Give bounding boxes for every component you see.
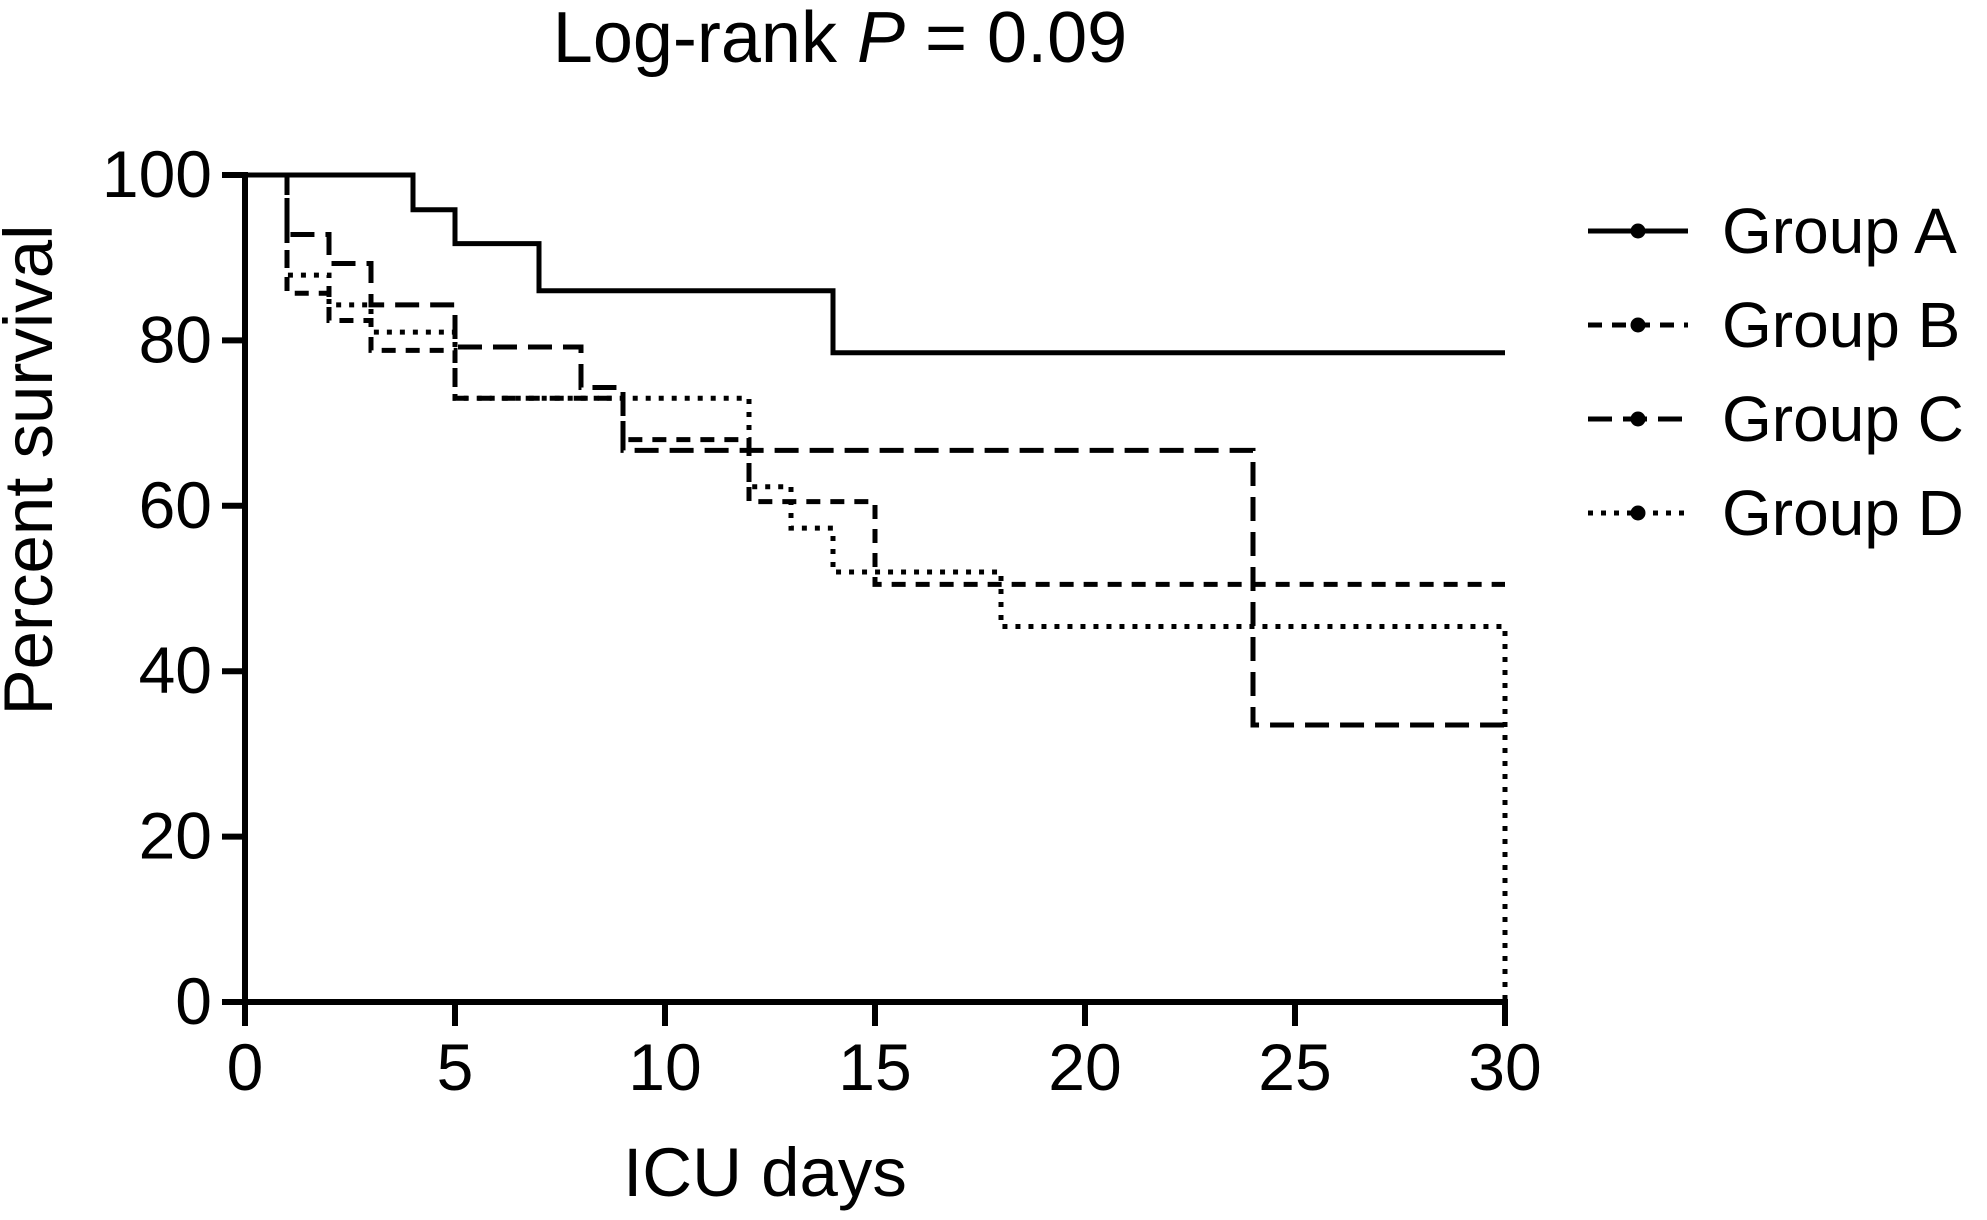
x-tick-label: 10 [628, 1030, 701, 1104]
y-tick-label: 60 [139, 468, 212, 542]
curve-group-b [245, 172, 1505, 587]
legend-key-marker-dot [1630, 505, 1646, 521]
legend-label: Group D [1722, 477, 1964, 549]
legend-label: Group B [1722, 289, 1960, 361]
legend-key-marker-dot [1630, 317, 1646, 333]
curve-group-a [245, 172, 1505, 356]
axes [222, 172, 1508, 1026]
x-tick-label: 25 [1258, 1030, 1331, 1104]
y-tick-label: 40 [139, 633, 212, 707]
x-tick-label: 30 [1468, 1030, 1541, 1104]
x-tick-label: 20 [1048, 1030, 1121, 1104]
x-axis-title: ICU days [623, 1134, 907, 1211]
x-tick-label: 5 [437, 1030, 474, 1104]
legend-entry-group-c: Group C [1588, 383, 1964, 455]
y-tick-label: 100 [102, 137, 212, 211]
curve-group-d [245, 172, 1508, 1002]
y-axis-title: Percent survival [0, 225, 67, 716]
chart-title: Log-rank P = 0.09 [553, 0, 1127, 78]
legend-entry-group-d: Group D [1588, 477, 1964, 549]
legend-entry-group-a: Group A [1588, 195, 1957, 267]
legend-label: Group C [1722, 383, 1964, 455]
legend-entry-group-b: Group B [1588, 289, 1960, 361]
legend-label: Group A [1722, 195, 1957, 267]
x-tick-label: 15 [838, 1030, 911, 1104]
legend-key-marker-dot [1630, 411, 1646, 427]
y-tick-label: 20 [139, 799, 212, 873]
curve-group-c [245, 172, 1505, 728]
y-tick-label: 0 [175, 964, 212, 1038]
x-tick-label: 0 [227, 1030, 264, 1104]
legend-key-marker-dot [1630, 223, 1646, 239]
y-tick-label: 80 [139, 302, 212, 376]
